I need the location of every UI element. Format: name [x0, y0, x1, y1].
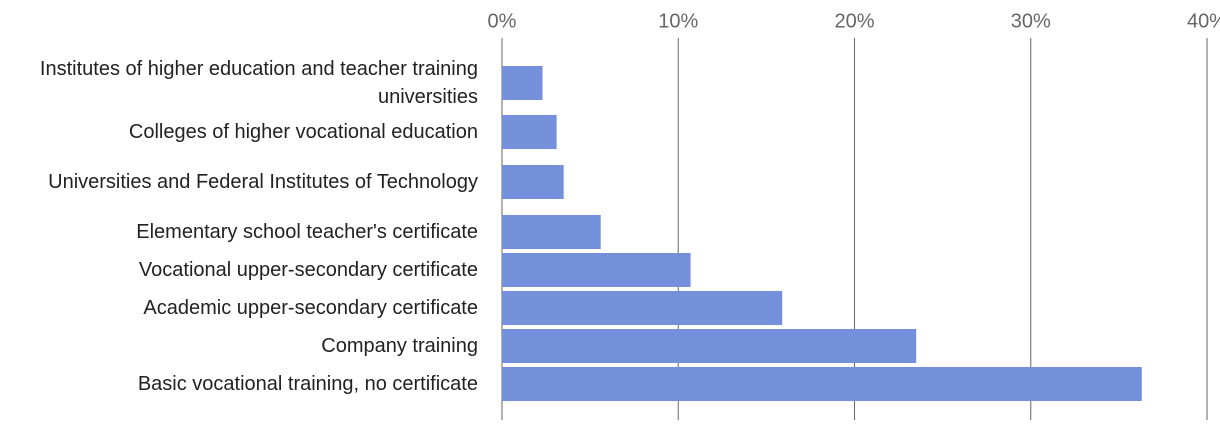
bar	[502, 291, 783, 325]
bar	[502, 66, 543, 100]
x-tick-label: 20%	[834, 10, 874, 32]
y-tick-label: Academic upper-secondary certificate	[143, 297, 478, 319]
y-tick-label: Company training	[321, 335, 478, 357]
bar	[502, 215, 601, 249]
y-tick-label: Vocational upper-secondary certificate	[138, 259, 478, 281]
y-tick-label: Elementary school teacher's certificate	[136, 221, 478, 243]
y-tick-label: Basic vocational training, no certificat…	[137, 373, 478, 395]
x-tick-label: 40%	[1187, 10, 1220, 32]
y-tick-label: Institutes of higher education and teach…	[39, 58, 478, 108]
x-tick-label: 30%	[1011, 10, 1051, 32]
bar	[502, 253, 691, 287]
bar	[502, 329, 917, 363]
y-tick-label: Universities and Federal Institutes of T…	[48, 171, 478, 193]
y-tick-label: Colleges of higher vocational education	[128, 121, 478, 143]
bar	[502, 367, 1142, 401]
bar	[502, 165, 564, 199]
x-tick-label: 0%	[488, 10, 517, 32]
x-tick-label: 10%	[658, 10, 698, 32]
bar	[502, 115, 557, 149]
